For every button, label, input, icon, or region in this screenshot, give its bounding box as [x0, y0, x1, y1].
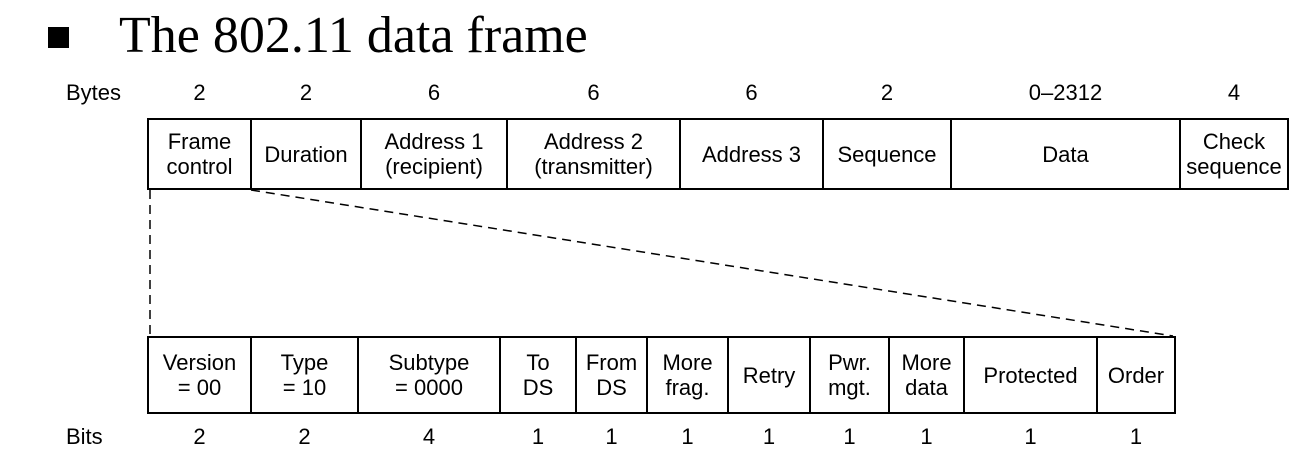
control-field: Pwr. mgt.: [809, 336, 890, 414]
control-size: 1: [681, 424, 694, 449]
bits-row-label: Bits: [66, 424, 103, 449]
control-size: 2: [298, 424, 311, 449]
frame-size: 0–2312: [1028, 80, 1103, 105]
frame-field: Sequence: [822, 118, 952, 190]
control-size: 1: [762, 424, 776, 449]
control-field: From DS: [575, 336, 648, 414]
control-field: Order: [1096, 336, 1176, 414]
expansion-line-right: [250, 189, 1174, 337]
control-field: Subtype = 0000: [357, 336, 501, 414]
frame-field: Address 2 (transmitter): [506, 118, 681, 190]
frame-size: 6: [745, 80, 758, 105]
control-field: To DS: [499, 336, 577, 414]
frame-field: Data: [950, 118, 1181, 190]
control-size: 1: [843, 424, 856, 449]
frame-field: Address 1 (recipient): [360, 118, 508, 190]
frame-size: 6: [427, 80, 441, 105]
control-field: Retry: [727, 336, 811, 414]
frame-size: 2: [193, 80, 206, 105]
frame-size: 6: [587, 80, 600, 105]
control-size: 1: [1129, 424, 1143, 449]
frame-size: 2: [880, 80, 894, 105]
frame-size: 2: [299, 80, 313, 105]
control-field: Protected: [963, 336, 1098, 414]
control-size: 2: [193, 424, 206, 449]
control-size: 1: [605, 424, 618, 449]
frame-size: 4: [1227, 80, 1241, 105]
control-field: More data: [888, 336, 965, 414]
frame-field: Frame control: [147, 118, 252, 190]
slide-title: The 802.11 data frame: [119, 7, 588, 64]
control-size: 1: [531, 424, 545, 449]
bullet-square-icon: [48, 27, 69, 48]
frame-field: Check sequence: [1179, 118, 1289, 190]
control-field: Type = 10: [250, 336, 359, 414]
frame-field: Duration: [250, 118, 362, 190]
control-size: 1: [920, 424, 933, 449]
bytes-row-label: Bytes: [66, 80, 122, 105]
frame-field: Address 3: [679, 118, 824, 190]
control-size: 1: [1024, 424, 1037, 449]
control-field: Version = 00: [147, 336, 252, 414]
control-size: 4: [422, 424, 436, 449]
control-field: More frag.: [646, 336, 729, 414]
